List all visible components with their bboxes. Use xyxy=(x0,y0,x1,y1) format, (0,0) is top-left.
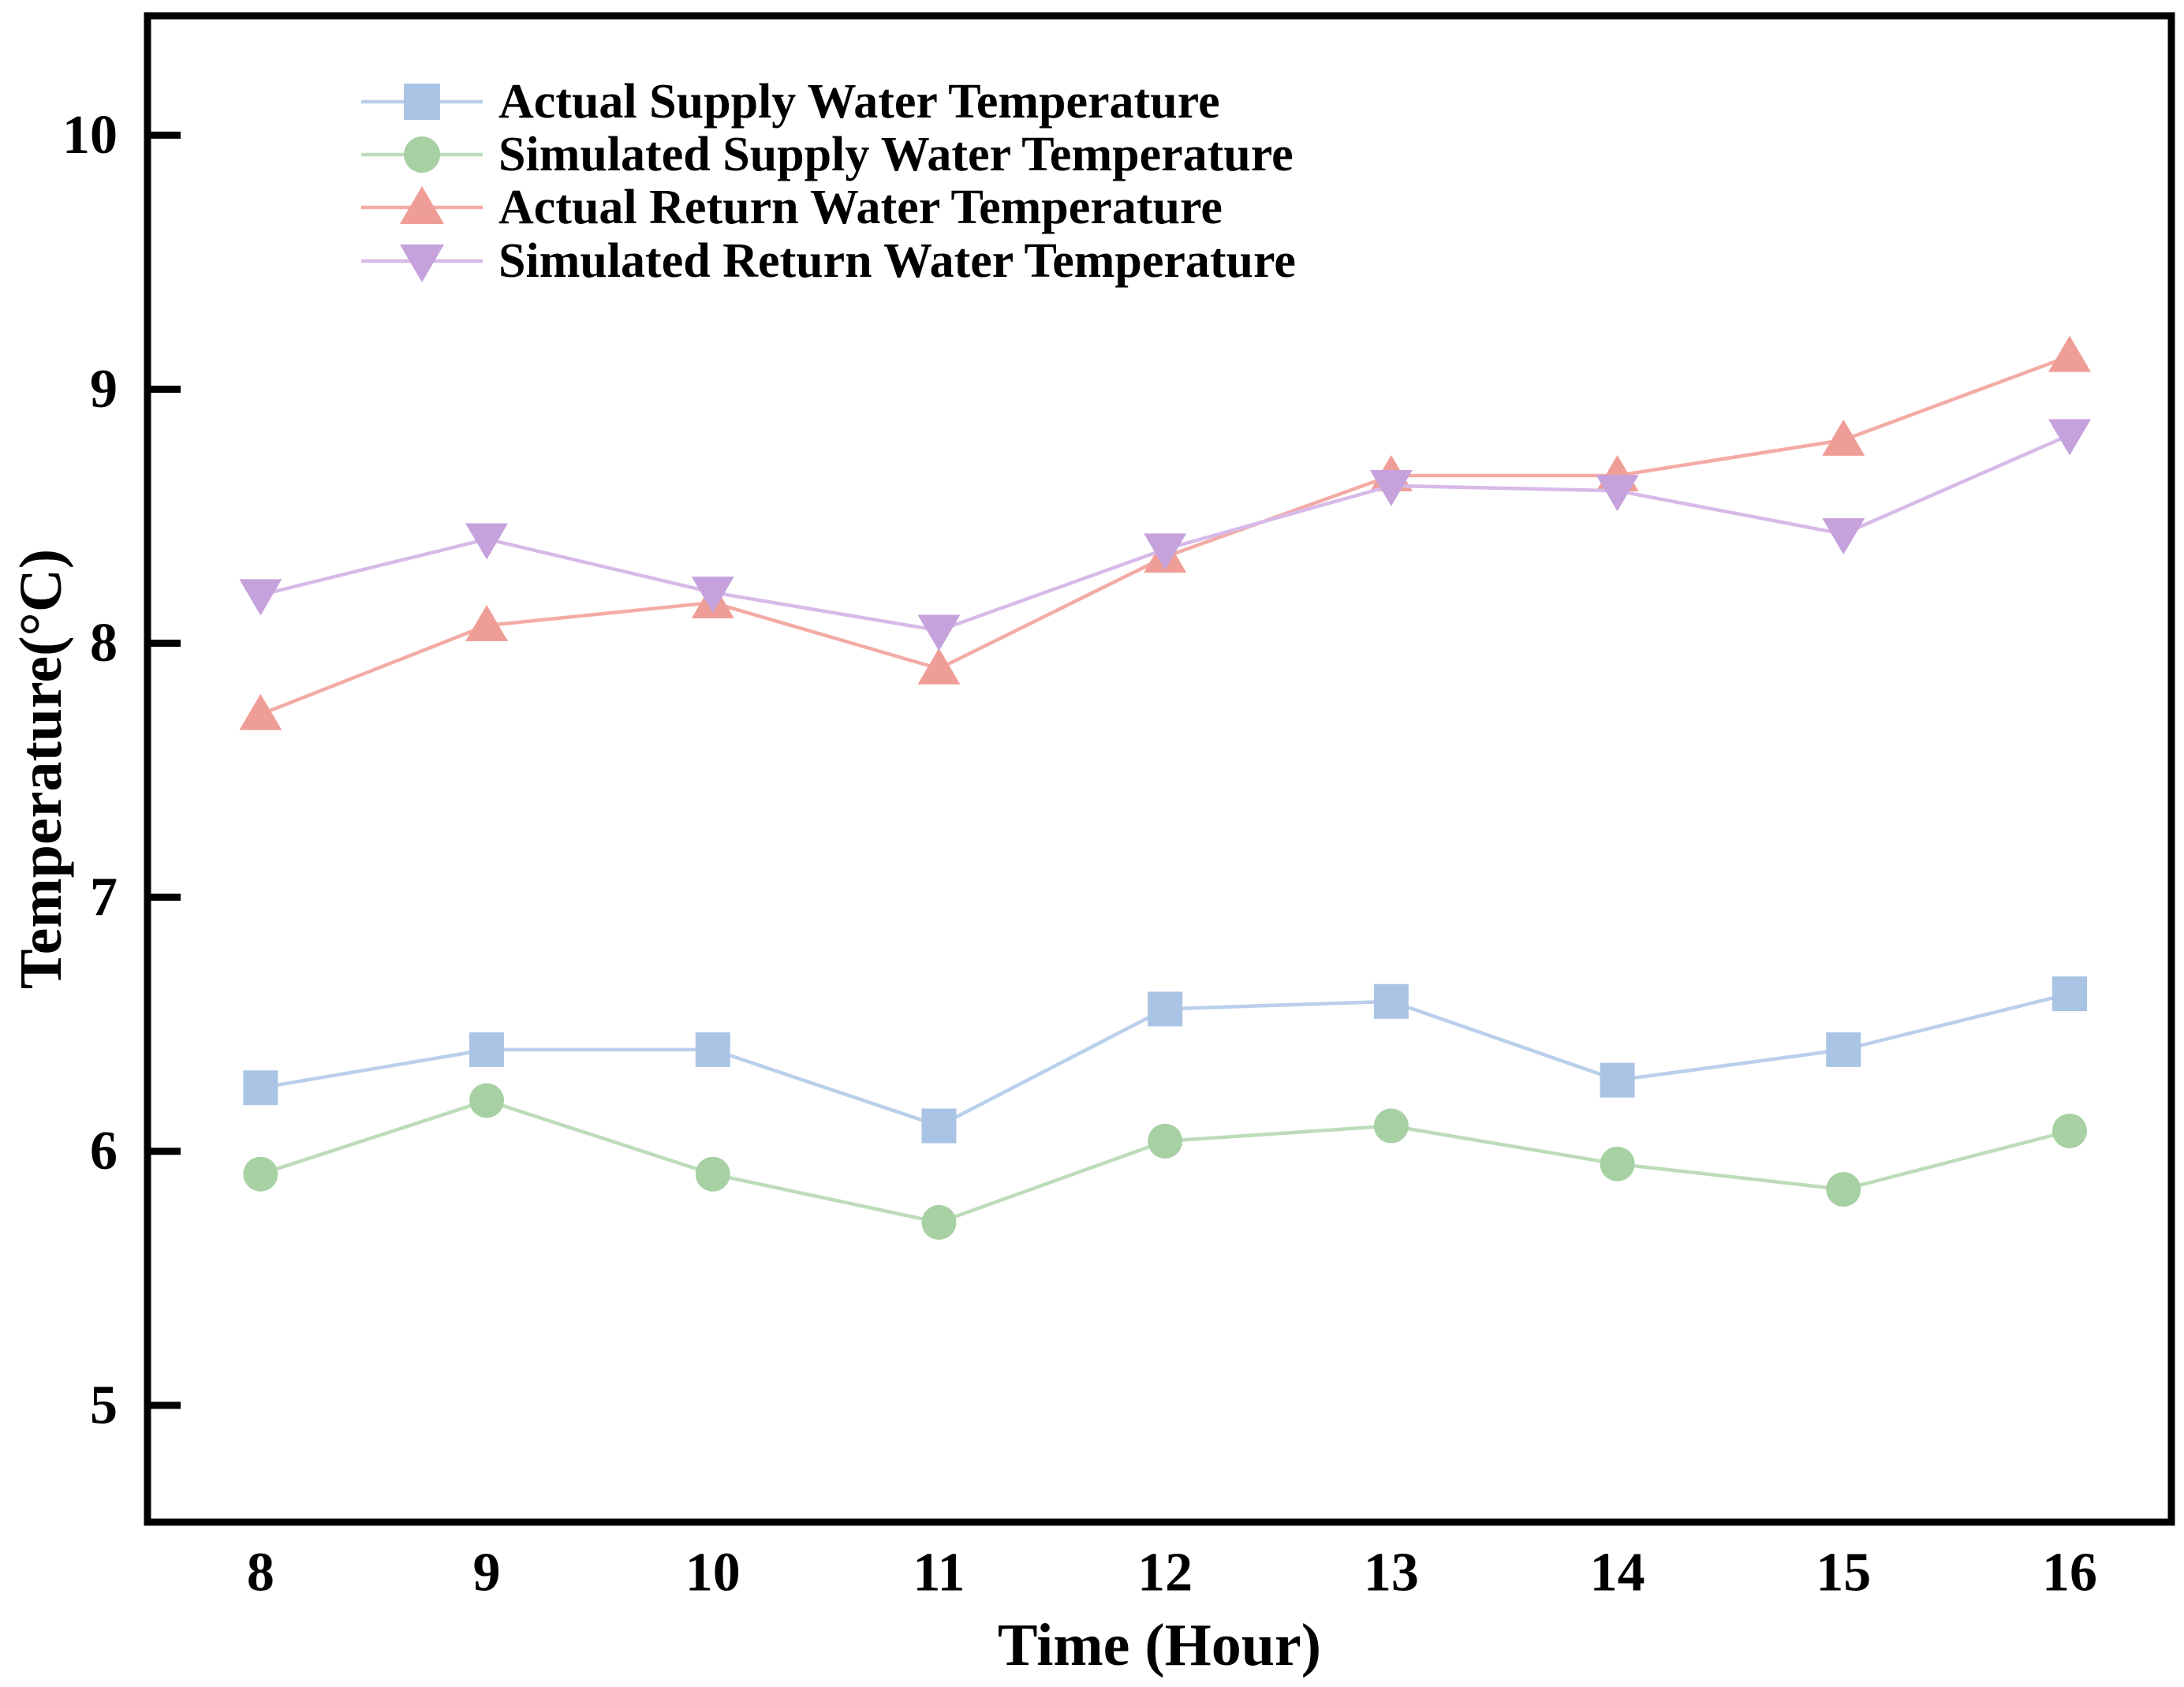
data-point-actual-supply-water-temperature-h12 xyxy=(1148,991,1183,1027)
series-line-simulated-return-water-temperature xyxy=(259,433,2070,633)
x-tick-label-15: 15 xyxy=(1816,1543,1871,1603)
y-tick-label-5: 5 xyxy=(90,1375,118,1435)
data-point-actual-supply-water-temperature-h16 xyxy=(2051,976,2087,1012)
data-point-actual-supply-water-temperature-h14 xyxy=(1600,1062,1635,1098)
y-tick-label-6: 6 xyxy=(90,1121,118,1181)
x-tick-label-10: 10 xyxy=(685,1543,741,1603)
data-point-simulated-return-water-temperature-h9 xyxy=(465,523,509,560)
data-point-simulated-supply-water-temperature-h15 xyxy=(1826,1172,1861,1207)
y-tick-label-8: 8 xyxy=(90,613,118,674)
legend-label-actual-return-water-temperature: Actual Return Water Temperature xyxy=(498,181,1223,234)
data-point-actual-return-water-temperature-h9 xyxy=(465,605,509,642)
data-point-simulated-return-water-temperature-h8 xyxy=(239,579,282,616)
data-point-actual-supply-water-temperature-h8 xyxy=(243,1070,278,1106)
legend-marker-actual-return-water-temperature xyxy=(400,186,444,224)
x-tick-label-8: 8 xyxy=(247,1543,274,1603)
data-point-simulated-supply-water-temperature-h13 xyxy=(1373,1108,1409,1144)
data-point-actual-return-water-temperature-h15 xyxy=(1822,419,1865,456)
data-point-simulated-supply-water-temperature-h8 xyxy=(243,1156,278,1192)
data-point-simulated-return-water-temperature-h13 xyxy=(1369,469,1413,506)
data-point-simulated-supply-water-temperature-h16 xyxy=(2051,1113,2087,1148)
data-point-simulated-return-water-temperature-h12 xyxy=(1144,533,1187,570)
legend-marker-simulated-return-water-temperature xyxy=(400,244,444,282)
data-point-simulated-return-water-temperature-h16 xyxy=(2048,419,2091,456)
y-tick-label-7: 7 xyxy=(90,867,118,927)
data-point-actual-supply-water-temperature-h13 xyxy=(1373,983,1409,1019)
data-point-actual-supply-water-temperature-h10 xyxy=(695,1032,730,1067)
legend-label-simulated-supply-water-temperature: Simulated Supply Water Temperature xyxy=(498,128,1294,181)
x-tick-label-12: 12 xyxy=(1137,1543,1193,1603)
data-point-actual-return-water-temperature-h16 xyxy=(2048,335,2091,372)
data-point-simulated-return-water-temperature-h14 xyxy=(1596,475,1639,512)
y-tick-label-9: 9 xyxy=(90,359,118,420)
data-point-simulated-supply-water-temperature-h12 xyxy=(1148,1123,1183,1159)
data-point-simulated-supply-water-temperature-h10 xyxy=(695,1156,730,1192)
y-axis-title: Temperature(°C) xyxy=(8,548,74,990)
x-tick-label-11: 11 xyxy=(913,1543,965,1603)
data-point-actual-return-water-temperature-h8 xyxy=(239,693,282,730)
legend-label-actual-supply-water-temperature: Actual Supply Water Temperature xyxy=(498,75,1220,129)
series-line-simulated-supply-water-temperature xyxy=(259,1098,2070,1225)
legend-marker-simulated-supply-water-temperature xyxy=(404,136,440,173)
data-point-simulated-return-water-temperature-h15 xyxy=(1822,518,1865,555)
data-point-simulated-return-water-temperature-h11 xyxy=(917,614,961,651)
data-point-simulated-supply-water-temperature-h9 xyxy=(469,1083,505,1118)
data-point-actual-supply-water-temperature-h9 xyxy=(469,1032,505,1067)
legend-label-simulated-return-water-temperature: Simulated Return Water Temperature xyxy=(498,234,1296,288)
legend-marker-actual-supply-water-temperature xyxy=(404,84,440,120)
x-tick-label-9: 9 xyxy=(473,1543,501,1603)
y-tick-label-10: 10 xyxy=(62,105,118,166)
x-tick-label-14: 14 xyxy=(1590,1543,1645,1603)
data-point-actual-supply-water-temperature-h15 xyxy=(1826,1032,1861,1067)
data-point-simulated-supply-water-temperature-h14 xyxy=(1600,1146,1635,1181)
plot-border xyxy=(144,12,2175,1526)
x-axis-title: Time (Hour) xyxy=(997,1612,1322,1678)
data-point-simulated-return-water-temperature-h10 xyxy=(691,577,734,614)
x-tick-label-16: 16 xyxy=(2042,1543,2097,1603)
x-tick-label-13: 13 xyxy=(1364,1543,1419,1603)
data-point-actual-supply-water-temperature-h11 xyxy=(921,1108,957,1144)
data-point-simulated-supply-water-temperature-h11 xyxy=(921,1204,957,1240)
data-point-actual-return-water-temperature-h11 xyxy=(917,648,961,685)
